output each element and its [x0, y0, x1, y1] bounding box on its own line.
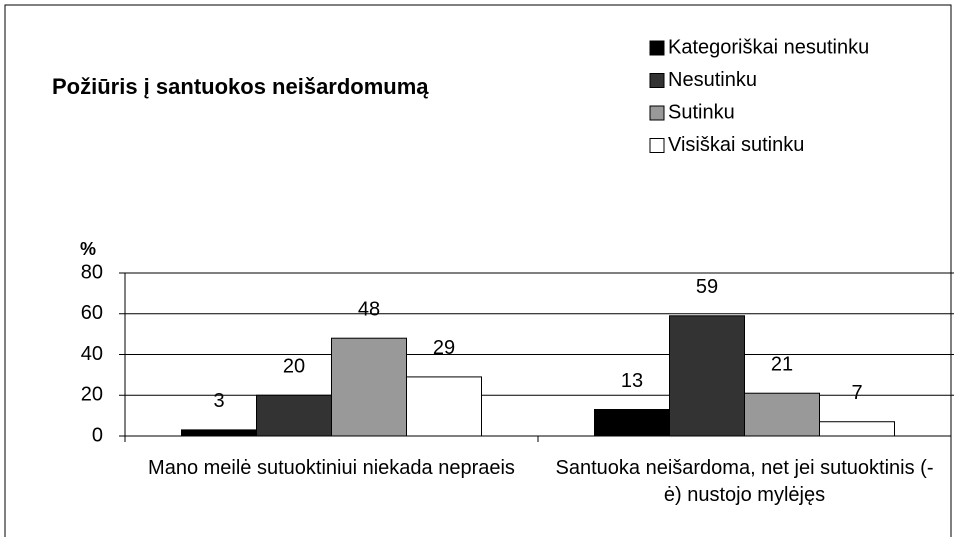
value-label: 48	[358, 298, 380, 320]
chart-border	[4, 4, 952, 537]
legend-label: Nesutinku	[668, 69, 757, 91]
bar	[406, 376, 482, 437]
y-tick-label: 40	[81, 343, 103, 365]
bar	[594, 409, 670, 437]
legend-swatch	[649, 105, 665, 121]
x-tick-label: Santuoka neišardoma, net jei sutuoktinis…	[555, 457, 934, 506]
legend-swatch	[649, 138, 665, 153]
y-tick-label: 80	[81, 261, 103, 283]
value-label: 7	[851, 382, 862, 404]
bar	[744, 392, 820, 437]
legend-swatch	[649, 73, 665, 88]
legend-swatch	[649, 40, 665, 56]
y-axis-label: %	[80, 239, 96, 259]
value-label: 29	[433, 337, 455, 359]
value-label: 13	[621, 370, 643, 392]
y-tick-label: 20	[81, 384, 103, 406]
value-label: 59	[696, 276, 718, 298]
legend-label: Visiškai sutinku	[668, 134, 804, 156]
bar	[256, 394, 332, 437]
value-label: 20	[283, 356, 305, 378]
y-tick-label: 0	[92, 424, 103, 446]
legend-label: Kategoriškai nesutinku	[668, 36, 869, 58]
bar	[181, 429, 257, 437]
y-tick-label: 60	[81, 302, 103, 324]
legend-label: Sutinku	[668, 101, 735, 123]
bar	[819, 421, 895, 437]
value-label: 21	[771, 353, 793, 375]
chart-title: Požiūris į santuokos neišardomumą	[52, 74, 429, 99]
bar	[669, 315, 745, 437]
x-tick-label: Mano meilė sutuoktiniui niekada nepraeis	[148, 457, 515, 479]
bar	[331, 337, 407, 437]
value-label: 3	[213, 390, 224, 412]
